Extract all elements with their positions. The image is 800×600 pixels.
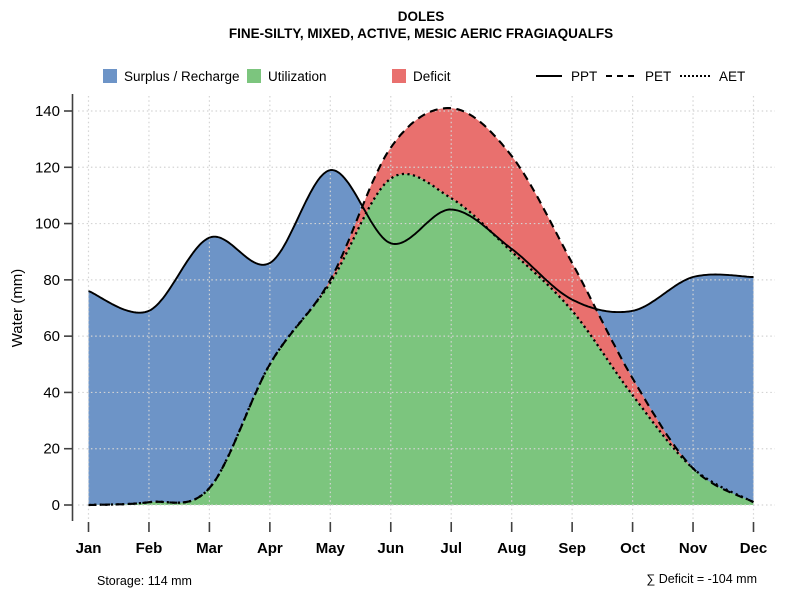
x-tick-label: May — [316, 540, 346, 557]
ppt-line — [88, 169, 754, 314]
surplus-area — [88, 170, 361, 505]
x-tick-label: Aug — [497, 540, 526, 557]
utilization-area — [88, 173, 754, 505]
legend-deficit-label: Deficit — [413, 69, 451, 84]
storage-note: Storage: 114 mm — [97, 574, 192, 588]
ppt-line-sample-icon — [536, 75, 562, 77]
chart-title: DOLES — [397, 9, 445, 24]
aet-line-sample-icon — [680, 75, 710, 77]
x-tick-label: Sep — [558, 540, 586, 557]
pet-line-sample-icon — [606, 75, 634, 77]
x-tick-label: Jun — [377, 540, 404, 557]
chart-subtitle: FINE-SILTY, MIXED, ACTIVE, MESIC AERIC F… — [228, 26, 614, 41]
y-tick-label: 100 — [35, 216, 60, 233]
x-tick-label: Feb — [136, 540, 163, 557]
y-axis-title: Water (mm) — [9, 269, 26, 348]
x-tick-label: Apr — [257, 540, 283, 557]
x-tick-label: Jan — [76, 540, 102, 557]
x-tick-label: Mar — [196, 540, 223, 557]
deficit-sum-note: ∑ Deficit = -104 mm — [646, 572, 757, 586]
chart-title-block: DOLES FINE-SILTY, MIXED, ACTIVE, MESIC A… — [42, 8, 800, 42]
y-tick-label: 120 — [35, 159, 60, 176]
x-tick-label: Nov — [679, 540, 708, 557]
y-tick-label: 80 — [43, 272, 60, 289]
x-tick-label: Dec — [740, 540, 768, 557]
legend-aet-label: AET — [719, 69, 746, 84]
legend-utilization-label: Utilization — [268, 69, 327, 84]
legend-ppt-label: PPT — [571, 69, 598, 84]
y-tick-label: 40 — [43, 384, 60, 401]
legend-pet-label: PET — [645, 69, 672, 84]
y-tick-label: 140 — [35, 103, 60, 120]
aet-line — [88, 172, 755, 507]
x-tick-label: Jul — [440, 540, 462, 557]
legend-surplus-label: Surplus / Recharge — [124, 69, 240, 84]
surplus-area — [596, 274, 754, 503]
y-tick-label: 0 — [52, 497, 60, 514]
y-tick-label: 20 — [43, 441, 60, 458]
x-tick-label: Oct — [620, 540, 645, 557]
y-tick-label: 60 — [43, 328, 60, 345]
deficit-area — [316, 108, 689, 465]
deficit-swatch-icon — [392, 69, 406, 83]
utilization-swatch-icon — [247, 69, 261, 83]
surplus-swatch-icon — [103, 69, 117, 83]
